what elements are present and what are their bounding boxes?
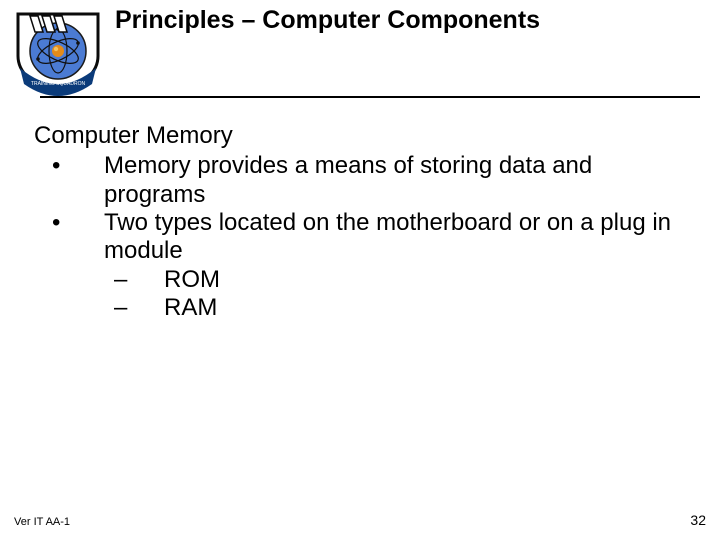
slide-body: Computer Memory Memory provides a means … bbox=[34, 122, 690, 322]
sub-bullet-list: ROM RAM bbox=[104, 266, 690, 323]
nucleus-icon bbox=[52, 45, 64, 57]
electron-icon bbox=[36, 57, 40, 61]
squadron-logo: TRAINING SQUADRON bbox=[8, 8, 108, 98]
slide-title: Principles – Computer Components bbox=[115, 6, 700, 35]
page-number: 32 bbox=[690, 512, 706, 528]
bullet-text: Memory provides a means of storing data … bbox=[104, 152, 592, 207]
bullet-list: Memory provides a means of storing data … bbox=[34, 152, 690, 322]
sub-bullet-text: ROM bbox=[164, 266, 220, 293]
arrows-icon bbox=[30, 16, 67, 32]
horizontal-rule bbox=[40, 96, 700, 98]
sub-bullet-item: RAM bbox=[104, 294, 690, 322]
section-heading: Computer Memory bbox=[34, 122, 690, 150]
slide: TRAINING SQUADRON Principles – Computer … bbox=[0, 0, 720, 540]
nucleus-highlight-icon bbox=[54, 47, 58, 51]
bullet-text: Two types located on the motherboard or … bbox=[104, 209, 671, 264]
bullet-item: Memory provides a means of storing data … bbox=[34, 152, 690, 209]
sub-bullet-text: RAM bbox=[164, 294, 217, 321]
banner-text: TRAINING SQUADRON bbox=[31, 81, 86, 87]
bullet-item: Two types located on the motherboard or … bbox=[34, 209, 690, 322]
sub-bullet-item: ROM bbox=[104, 266, 690, 294]
electron-icon bbox=[76, 41, 80, 45]
footer-version: Ver IT AA-1 bbox=[14, 516, 70, 528]
